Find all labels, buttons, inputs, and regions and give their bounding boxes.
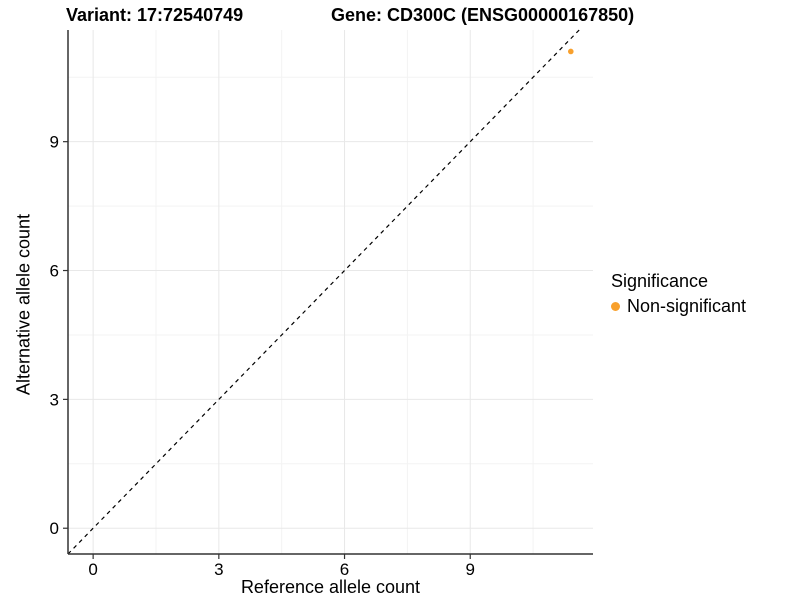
- plot-title-variant: Variant: 17:72540749: [66, 5, 244, 25]
- y-tick-label: 3: [50, 390, 59, 409]
- x-tick-label: 6: [340, 560, 349, 579]
- legend-item-label: Non-significant: [627, 296, 747, 316]
- data-point: [567, 48, 574, 55]
- identity-line: [67, 29, 580, 555]
- x-axis-title: Reference allele count: [240, 577, 421, 597]
- y-axis-title: Alternative allele count: [13, 213, 34, 396]
- plot-title-gene: Gene: CD300C (ENSG00000167850): [331, 5, 635, 25]
- x-tick-label: 0: [88, 560, 97, 579]
- y-tick-label: 0: [50, 519, 59, 538]
- x-tick-label: 9: [466, 560, 475, 579]
- x-tick-label: 3: [214, 560, 223, 579]
- y-tick-label: 9: [50, 133, 59, 152]
- legend-title: Significance: [611, 271, 709, 291]
- legend-point-marker-icon: [611, 302, 620, 311]
- y-tick-label: 6: [50, 262, 59, 281]
- legend: Significance Non-significant: [611, 271, 746, 317]
- legend-items: Non-significant: [611, 296, 746, 317]
- legend-item: Non-significant: [611, 296, 746, 317]
